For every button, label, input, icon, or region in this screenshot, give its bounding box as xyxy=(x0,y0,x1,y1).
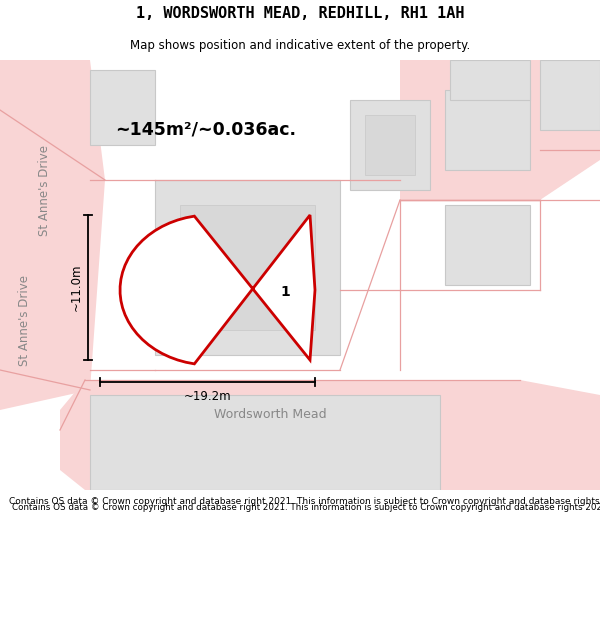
Polygon shape xyxy=(60,380,600,490)
Polygon shape xyxy=(445,205,530,285)
Polygon shape xyxy=(155,180,340,355)
Text: ~19.2m: ~19.2m xyxy=(184,390,232,403)
Polygon shape xyxy=(365,115,415,175)
Polygon shape xyxy=(90,70,155,145)
Polygon shape xyxy=(90,395,440,490)
Polygon shape xyxy=(0,60,105,410)
Text: Contains OS data © Crown copyright and database right 2021. This information is : Contains OS data © Crown copyright and d… xyxy=(9,497,600,506)
Text: ~145m²/~0.036ac.: ~145m²/~0.036ac. xyxy=(115,121,296,139)
Text: St Anne's Drive: St Anne's Drive xyxy=(19,274,32,366)
Text: ~11.0m: ~11.0m xyxy=(70,264,83,311)
Polygon shape xyxy=(450,60,530,100)
Text: 1, WORDSWORTH MEAD, REDHILL, RH1 1AH: 1, WORDSWORTH MEAD, REDHILL, RH1 1AH xyxy=(136,6,464,21)
Polygon shape xyxy=(180,205,315,330)
Text: Wordsworth Mead: Wordsworth Mead xyxy=(214,409,326,421)
Text: Map shows position and indicative extent of the property.: Map shows position and indicative extent… xyxy=(130,39,470,51)
Text: 1: 1 xyxy=(280,285,290,299)
Text: St Anne's Drive: St Anne's Drive xyxy=(38,144,52,236)
Polygon shape xyxy=(540,60,600,130)
Polygon shape xyxy=(350,100,430,190)
Polygon shape xyxy=(120,215,315,364)
Text: Contains OS data © Crown copyright and database right 2021. This information is : Contains OS data © Crown copyright and d… xyxy=(12,503,600,512)
Polygon shape xyxy=(400,60,600,200)
Polygon shape xyxy=(445,90,530,170)
